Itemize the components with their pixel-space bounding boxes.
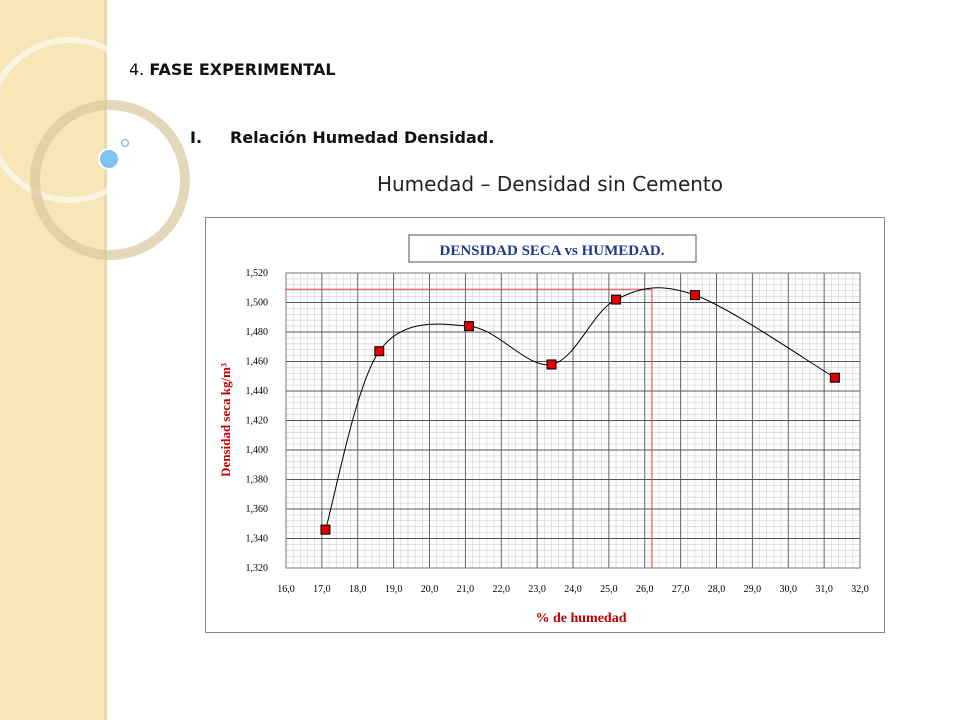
- x-tick-label: 24,0: [564, 584, 582, 595]
- side-strip-edge: [104, 0, 107, 720]
- y-tick-label: 1,400: [246, 445, 269, 456]
- x-tick-label: 31,0: [815, 584, 833, 595]
- x-tick-label: 25,0: [600, 584, 618, 595]
- y-tick-labels: 1,320 1,340 1,360 1,380 1,400 1,420 1,440 1,460…: [246, 268, 269, 574]
- x-tick-label: 30,0: [780, 584, 798, 595]
- x-tick-label: 22,0: [493, 584, 511, 595]
- subsection-title: Relación Humedad Densidad.: [230, 128, 495, 147]
- chart-container: 1,320 1,340 1,360 1,380 1,400 1,420 1,440 1,460…: [205, 217, 885, 633]
- y-tick-label: 1,340: [246, 534, 269, 545]
- deco-bubble: [98, 148, 120, 170]
- x-tick-label: 28,0: [708, 584, 726, 595]
- data-point-marker: [689, 290, 700, 301]
- plot-area-border: [285, 272, 861, 569]
- y-axis-label: Densidad seca kg/m³: [218, 363, 233, 477]
- x-tick-label: 19,0: [385, 584, 403, 595]
- x-tick-label: 20,0: [421, 584, 439, 595]
- deco-ring-small: [30, 100, 190, 260]
- reference-lines: [286, 288, 653, 568]
- y-tick-label: 1,520: [246, 268, 269, 279]
- y-tick-label: 1,380: [246, 475, 269, 486]
- deco-bubble-small: [120, 138, 130, 148]
- x-tick-label: 18,0: [349, 584, 367, 595]
- x-tick-label: 26,0: [636, 584, 654, 595]
- major-grid: [286, 273, 860, 568]
- section-number: 4.: [129, 60, 145, 79]
- data-point-marker: [374, 346, 385, 357]
- slide-title: Humedad – Densidad sin Cemento: [376, 172, 724, 196]
- data-point-marker: [546, 359, 557, 370]
- chart-title-box: [408, 234, 697, 263]
- data-point-marker: [611, 294, 622, 305]
- y-tick-label: 1,420: [246, 416, 269, 427]
- x-tick-label: 16,0: [277, 584, 295, 595]
- y-tick-label: 1,460: [246, 357, 269, 368]
- data-point-marker: [320, 524, 331, 535]
- data-point-marker: [463, 321, 474, 332]
- x-tick-label: 21,0: [457, 584, 475, 595]
- x-tick-labels: 16,0 17,0 18,0 19,0 20,0 21,0 22,0 23,0 24,0 25,0…: [277, 584, 869, 595]
- x-tick-label: 17,0: [313, 584, 331, 595]
- y-tick-label: 1,480: [246, 327, 269, 338]
- data-point-marker: [829, 372, 840, 383]
- x-tick-label: 29,0: [744, 584, 762, 595]
- section-heading: 4. FASE EXPERIMENTAL: [129, 60, 336, 79]
- y-tick-label: 1,440: [246, 386, 269, 397]
- section-title: FASE EXPERIMENTAL: [149, 60, 336, 79]
- x-tick-label: 23,0: [528, 584, 546, 595]
- side-decorative-strip: [0, 0, 106, 720]
- subsection-number: I.: [190, 128, 203, 147]
- y-tick-label: 1,320: [246, 563, 269, 574]
- decorative-circles: [0, 37, 190, 260]
- data-points: [320, 290, 840, 535]
- x-tick-label: 32,0: [851, 584, 869, 595]
- x-tick-label: 27,0: [672, 584, 690, 595]
- chart-svg: 1,320 1,340 1,360 1,380 1,400 1,420 1,440 1,460…: [218, 234, 869, 626]
- y-tick-label: 1,360: [246, 504, 269, 515]
- x-axis-label: % de humedad: [535, 611, 626, 626]
- subsection-heading: I. Relación Humedad Densidad.: [190, 128, 494, 147]
- chart-title: DENSIDAD SECA vs HUMEDAD.: [439, 243, 664, 259]
- y-tick-label: 1,500: [246, 298, 269, 309]
